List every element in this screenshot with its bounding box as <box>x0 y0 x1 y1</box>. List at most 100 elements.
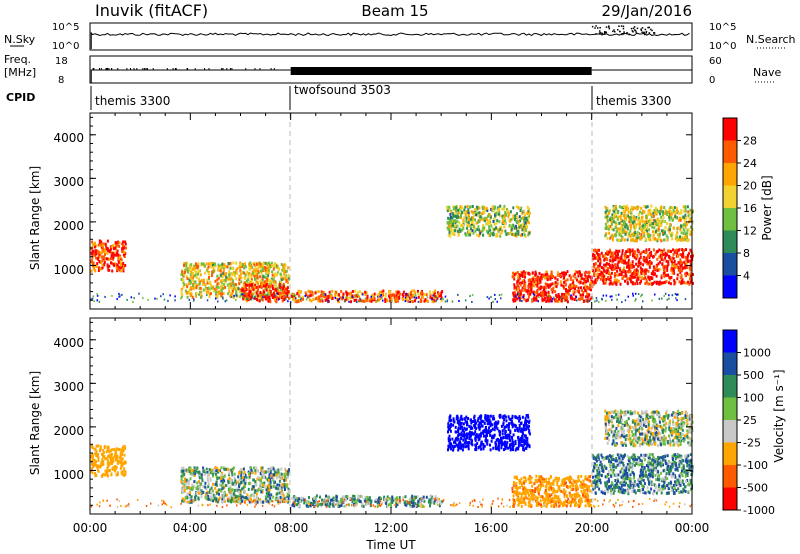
data-cell <box>523 230 526 234</box>
data-cell <box>200 476 203 480</box>
data-cell <box>617 211 620 215</box>
data-cell <box>600 274 603 278</box>
data-cell <box>622 204 625 208</box>
data-cell <box>462 226 465 230</box>
data-cell <box>675 293 678 296</box>
data-cell <box>182 466 185 470</box>
data-cell <box>120 461 123 465</box>
data-cell <box>207 265 210 269</box>
data-cell <box>236 272 239 275</box>
data-cell <box>625 216 627 220</box>
data-cell <box>199 491 202 495</box>
data-cell <box>341 297 344 301</box>
data-cell <box>650 254 653 257</box>
data-cell <box>377 293 380 297</box>
data-cell <box>637 219 640 223</box>
data-cell <box>612 255 615 259</box>
data-cell <box>327 301 329 304</box>
nsearch-point <box>622 33 625 35</box>
data-cell <box>250 466 252 470</box>
data-cell <box>186 277 189 281</box>
data-cell <box>91 240 94 244</box>
data-cell <box>102 242 105 246</box>
data-cell <box>474 229 477 233</box>
data-cell <box>457 211 460 215</box>
data-cell <box>204 264 206 268</box>
data-cell <box>188 496 191 500</box>
data-cell <box>476 211 479 215</box>
data-cell <box>614 213 617 216</box>
data-cell <box>103 250 106 254</box>
data-cell <box>667 228 670 232</box>
data-cell <box>280 275 283 279</box>
data-cell <box>90 469 93 473</box>
freq-left-tick-top: 18 <box>55 56 68 67</box>
data-cell <box>217 468 220 472</box>
data-cell <box>664 210 667 214</box>
data-cell <box>262 266 265 270</box>
data-cell <box>521 281 524 285</box>
nsearch-point <box>632 27 635 30</box>
data-cell <box>639 237 641 241</box>
data-cell <box>600 251 603 255</box>
data-cell <box>262 483 265 487</box>
data-cell <box>116 298 118 301</box>
data-cell <box>558 274 561 278</box>
data-cell <box>599 277 602 281</box>
data-cell <box>253 291 256 295</box>
data-cell <box>654 211 657 215</box>
data-cell <box>204 288 207 292</box>
data-cell <box>194 283 197 287</box>
data-cell <box>228 270 231 274</box>
power-colorbar-label: Power [dB] <box>760 175 774 240</box>
data-cell <box>431 298 433 301</box>
data-cell <box>428 292 431 296</box>
data-cell <box>668 218 671 222</box>
data-cell <box>259 296 262 300</box>
data-cell <box>652 282 654 285</box>
data-cell <box>435 296 437 299</box>
data-cell <box>232 289 234 293</box>
data-cell <box>240 270 243 274</box>
data-cell <box>643 234 646 238</box>
data-cell <box>662 253 665 257</box>
data-cell <box>215 469 218 473</box>
data-cell <box>630 205 633 209</box>
data-cell <box>119 451 122 455</box>
data-cell <box>527 295 530 299</box>
nsearch-point <box>636 27 639 30</box>
data-cell <box>238 482 241 486</box>
data-cell <box>527 288 530 292</box>
data-cell <box>633 224 635 228</box>
data-cell <box>475 205 478 209</box>
data-cell <box>376 293 379 297</box>
data-cell <box>534 281 537 285</box>
data-cell <box>417 504 420 508</box>
data-cell <box>556 271 559 275</box>
data-cell <box>596 278 599 282</box>
data-cell <box>511 224 514 228</box>
data-cell <box>356 294 359 298</box>
data-cell <box>293 501 296 504</box>
data-cell <box>657 237 660 241</box>
data-cell <box>208 468 211 472</box>
data-cell <box>220 466 223 470</box>
data-cell <box>338 300 340 303</box>
data-cell <box>452 214 455 218</box>
data-cell <box>256 276 259 280</box>
data-cell <box>223 474 226 478</box>
data-cell <box>659 219 662 223</box>
data-cell <box>104 295 106 298</box>
data-cell <box>281 287 284 291</box>
data-cell <box>205 262 208 266</box>
data-cell <box>624 269 627 273</box>
data-cell <box>616 217 619 221</box>
data-cell <box>218 496 221 500</box>
data-cell <box>215 297 217 300</box>
data-cell <box>519 233 522 237</box>
data-cell <box>329 293 332 297</box>
data-cell <box>546 298 549 302</box>
data-cell <box>116 267 119 271</box>
data-cell <box>426 299 429 303</box>
data-cell <box>212 268 215 272</box>
